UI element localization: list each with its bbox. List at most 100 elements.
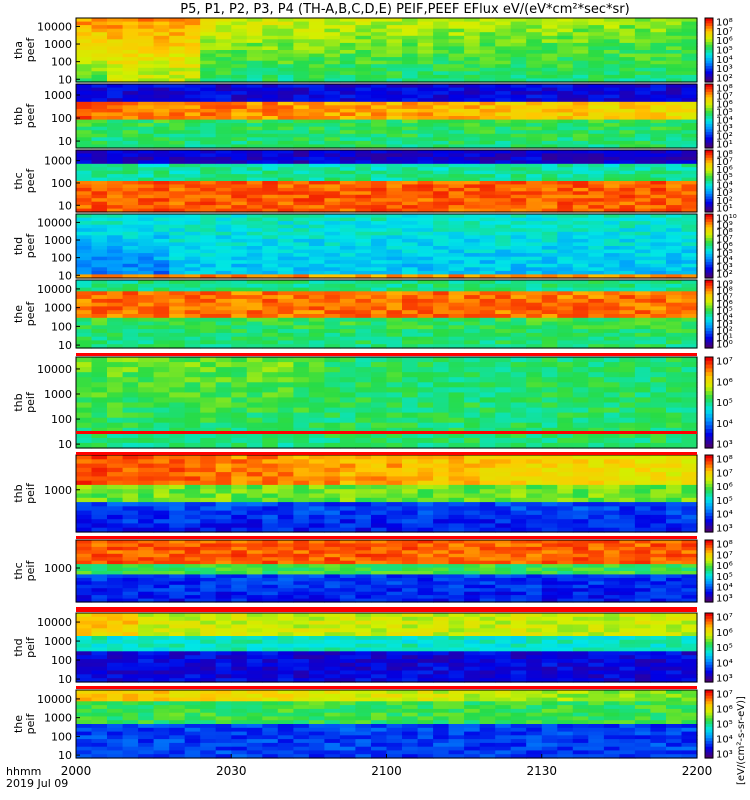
heatmap-cell <box>200 153 217 158</box>
heatmap-cell <box>371 402 388 409</box>
heatmap-cell <box>169 208 186 213</box>
heatmap-cell <box>107 283 124 289</box>
heatmap-cell <box>495 170 512 175</box>
heatmap-cell <box>402 181 419 185</box>
heatmap-cell <box>371 174 388 179</box>
heatmap-cell <box>386 302 403 308</box>
heatmap-cell <box>526 116 543 121</box>
heatmap-cell <box>479 153 496 158</box>
heatmap-cell <box>402 480 419 486</box>
heatmap-cell <box>339 298 356 304</box>
heatmap-cell <box>200 108 217 114</box>
heatmap-cell <box>603 160 620 165</box>
heatmap-cell <box>200 302 217 308</box>
heatmap-cell <box>386 21 403 26</box>
heatmap-cell <box>293 228 310 233</box>
heatmap-cell <box>386 84 403 89</box>
heatmap-cell <box>603 78 620 83</box>
heatmap-cell <box>526 362 543 368</box>
heatmap-cell <box>464 407 481 414</box>
heatmap-cell <box>293 126 310 131</box>
heatmap-cell <box>619 367 636 373</box>
heatmap-cell <box>448 256 465 261</box>
heatmap-cell <box>107 57 124 62</box>
heatmap-cell <box>386 78 403 83</box>
heatmap-cell <box>76 467 93 473</box>
heatmap-cell <box>603 298 620 304</box>
heatmap-cell <box>231 238 248 244</box>
heatmap-cell <box>557 160 574 165</box>
heatmap-cell <box>339 214 356 219</box>
heatmap-cell <box>246 231 263 236</box>
heatmap-cell <box>262 325 279 330</box>
colorbar-frame <box>704 213 714 279</box>
heatmap-cell <box>277 402 294 409</box>
heatmap-cell <box>215 442 232 449</box>
heatmap-cell <box>262 387 279 393</box>
heatmap-cell <box>277 198 294 203</box>
panel-frame <box>75 17 698 83</box>
heatmap-cell <box>138 463 155 469</box>
heatmap-cell <box>200 329 217 334</box>
heatmap-cell <box>588 208 605 213</box>
heatmap-cell <box>262 317 279 323</box>
heatmap-cell <box>308 455 325 460</box>
heatmap-cell <box>169 156 186 161</box>
heatmap-cell <box>417 18 434 23</box>
heatmap-cell <box>246 402 263 409</box>
heatmap-cell <box>184 57 201 62</box>
heatmap-cell <box>541 25 558 30</box>
heatmap-cell <box>433 344 450 349</box>
heatmap-cell <box>541 191 558 196</box>
heatmap-cell <box>231 476 248 482</box>
heatmap-cell <box>634 310 651 315</box>
heatmap-cell <box>293 362 310 368</box>
heatmap-cell <box>448 64 465 69</box>
heatmap-cell <box>371 437 388 444</box>
heatmap-cell <box>138 144 155 149</box>
heatmap-cell <box>479 130 496 135</box>
heatmap-cell <box>355 427 372 434</box>
heatmap-cell <box>277 280 294 285</box>
heatmap-cell <box>122 112 139 117</box>
heatmap-cell <box>355 340 372 345</box>
heatmap-cell <box>557 432 574 439</box>
heatmap-cell <box>324 133 341 138</box>
heatmap-cell <box>324 372 341 378</box>
heatmap-cell <box>324 280 341 285</box>
heatmap-cell <box>464 317 481 323</box>
heatmap-cell <box>371 198 388 203</box>
heatmap-cell <box>184 344 201 349</box>
colorbar-tick-label: 10³ <box>716 440 733 451</box>
heatmap-cell <box>246 332 263 338</box>
heatmap-cell <box>572 108 589 114</box>
heatmap-cell <box>153 123 170 128</box>
heatmap-cell <box>495 357 512 363</box>
heatmap-cell <box>355 455 372 460</box>
heatmap-cell <box>603 91 620 96</box>
heatmap-cell <box>200 287 217 292</box>
heatmap-cell <box>681 422 698 429</box>
heatmap-cell <box>448 35 465 40</box>
colorbar-segment <box>705 413 713 419</box>
heatmap-cell <box>76 321 93 326</box>
heatmap-cell <box>588 253 605 258</box>
heatmap-cell <box>153 310 170 315</box>
heatmap-cell <box>650 224 667 229</box>
heatmap-cell <box>231 153 248 158</box>
heatmap-cell <box>541 280 558 285</box>
panel-label-product: peef <box>24 301 37 327</box>
heatmap-cell <box>402 187 419 192</box>
heatmap-cell <box>153 382 170 388</box>
heatmap-cell <box>215 280 232 285</box>
heatmap-cell <box>634 238 651 244</box>
heatmap-cell <box>277 119 294 124</box>
heatmap-cell <box>339 242 356 247</box>
heatmap-cell <box>277 329 294 334</box>
heatmap-cell <box>433 167 450 172</box>
heatmap-cell <box>650 256 667 261</box>
heatmap-cell <box>603 184 620 189</box>
heatmap-cell <box>619 144 636 149</box>
heatmap-cell <box>262 274 279 279</box>
heatmap-cell <box>402 28 419 33</box>
